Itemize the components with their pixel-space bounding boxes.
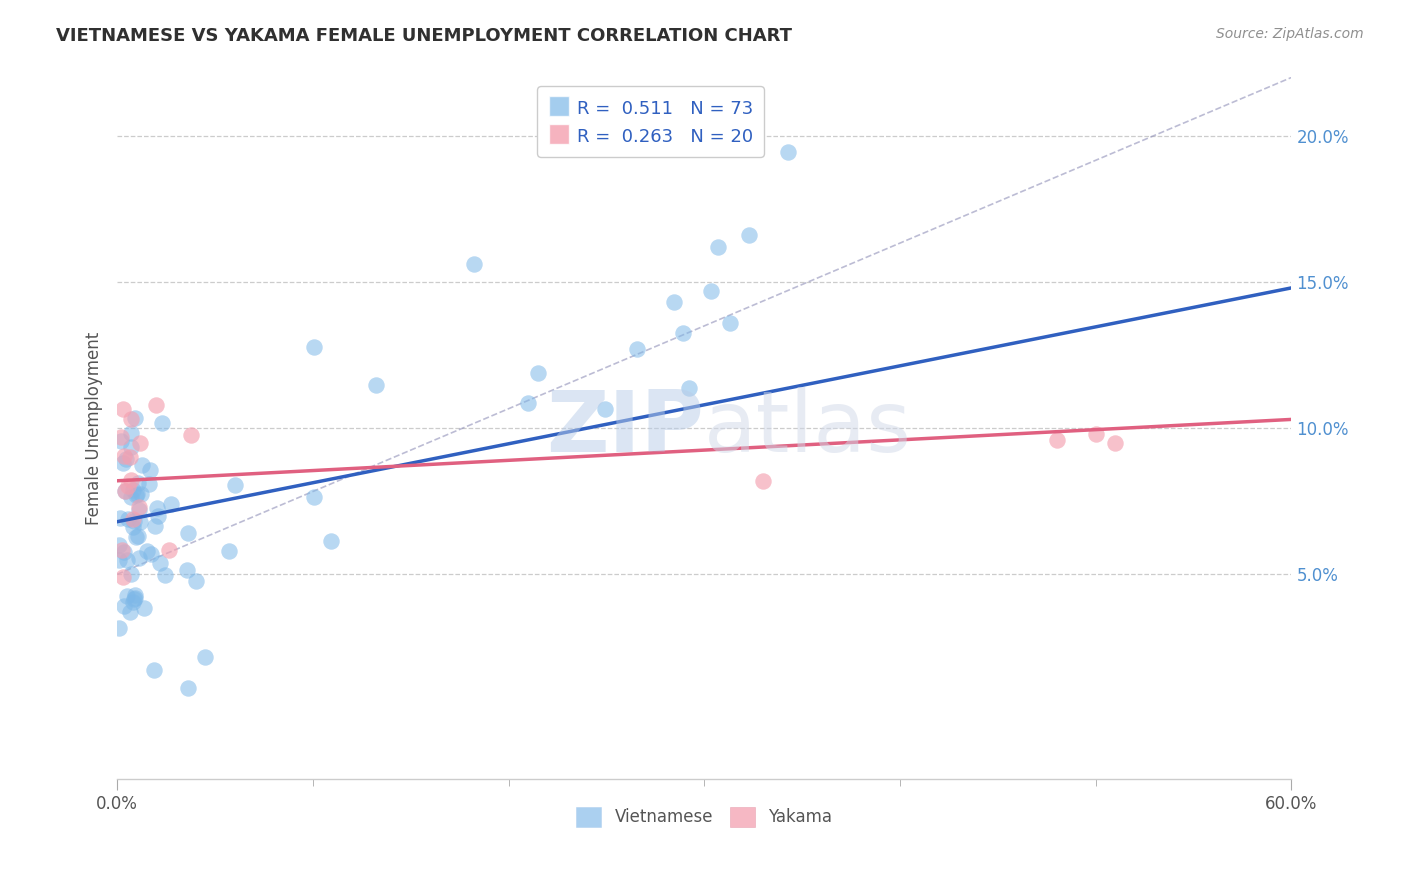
- Point: [131, 458, 153, 473]
- Point: [143, 664, 166, 678]
- Point: [129, 487, 152, 501]
- Point: [120, 440, 142, 454]
- Point: [115, 451, 138, 466]
- Point: [319, 533, 342, 548]
- Point: [112, 450, 135, 464]
- Point: [180, 428, 202, 442]
- Point: [128, 500, 150, 514]
- Point: [626, 343, 648, 357]
- Point: [138, 477, 160, 491]
- Point: [125, 488, 148, 502]
- Legend: Vietnamese, Yakama: Vietnamese, Yakama: [569, 800, 839, 834]
- Point: [122, 514, 145, 528]
- Point: [224, 478, 246, 492]
- Point: [138, 462, 160, 476]
- Point: [125, 530, 148, 544]
- Point: [124, 588, 146, 602]
- Point: [664, 295, 686, 310]
- Text: ZIP: ZIP: [547, 386, 704, 470]
- Y-axis label: Female Unemployment: Female Unemployment: [86, 332, 103, 524]
- Point: [112, 456, 135, 470]
- Point: [124, 591, 146, 605]
- Point: [127, 476, 149, 491]
- Point: [707, 240, 730, 254]
- Point: [463, 257, 485, 271]
- Point: [134, 600, 156, 615]
- Point: [115, 553, 138, 567]
- Point: [128, 550, 150, 565]
- Point: [149, 556, 172, 570]
- Text: atlas: atlas: [704, 386, 912, 470]
- Point: [776, 145, 799, 160]
- Point: [118, 605, 141, 619]
- Point: [304, 490, 326, 504]
- Point: [752, 474, 775, 488]
- Point: [117, 511, 139, 525]
- Point: [700, 284, 723, 298]
- Point: [128, 515, 150, 529]
- Point: [115, 590, 138, 604]
- Point: [1104, 435, 1126, 450]
- Point: [146, 508, 169, 523]
- Point: [120, 473, 142, 487]
- Point: [139, 547, 162, 561]
- Point: [108, 553, 131, 567]
- Point: [194, 650, 217, 665]
- Point: [127, 529, 149, 543]
- Point: [110, 430, 132, 444]
- Point: [143, 519, 166, 533]
- Point: [120, 566, 142, 581]
- Point: [1084, 427, 1107, 442]
- Point: [218, 543, 240, 558]
- Point: [1045, 433, 1067, 447]
- Point: [125, 486, 148, 500]
- Point: [159, 497, 181, 511]
- Point: [672, 326, 695, 340]
- Text: Source: ZipAtlas.com: Source: ZipAtlas.com: [1216, 27, 1364, 41]
- Point: [112, 599, 135, 614]
- Point: [120, 425, 142, 440]
- Point: [112, 570, 135, 584]
- Point: [738, 227, 761, 242]
- Point: [302, 340, 325, 354]
- Point: [364, 378, 387, 392]
- Point: [122, 512, 145, 526]
- Point: [184, 574, 207, 588]
- Point: [177, 526, 200, 541]
- Point: [595, 402, 617, 417]
- Point: [108, 538, 131, 552]
- Point: [110, 434, 132, 448]
- Point: [516, 396, 538, 410]
- Point: [145, 398, 167, 412]
- Point: [128, 503, 150, 517]
- Point: [678, 381, 700, 395]
- Point: [122, 483, 145, 497]
- Point: [157, 543, 180, 558]
- Point: [114, 484, 136, 499]
- Point: [124, 411, 146, 425]
- Point: [117, 479, 139, 493]
- Point: [111, 543, 134, 558]
- Point: [150, 416, 173, 430]
- Point: [114, 483, 136, 498]
- Point: [146, 501, 169, 516]
- Point: [108, 621, 131, 635]
- Point: [176, 681, 198, 695]
- Point: [527, 367, 550, 381]
- Point: [121, 520, 143, 534]
- Point: [176, 563, 198, 577]
- Point: [128, 436, 150, 450]
- Point: [108, 511, 131, 525]
- Point: [135, 544, 157, 558]
- Point: [122, 594, 145, 608]
- Point: [718, 316, 741, 330]
- Point: [112, 402, 135, 417]
- Text: VIETNAMESE VS YAKAMA FEMALE UNEMPLOYMENT CORRELATION CHART: VIETNAMESE VS YAKAMA FEMALE UNEMPLOYMENT…: [56, 27, 792, 45]
- Point: [120, 491, 142, 505]
- Point: [112, 545, 135, 559]
- Point: [122, 592, 145, 607]
- Point: [153, 568, 176, 582]
- Point: [118, 450, 141, 465]
- Point: [120, 412, 142, 426]
